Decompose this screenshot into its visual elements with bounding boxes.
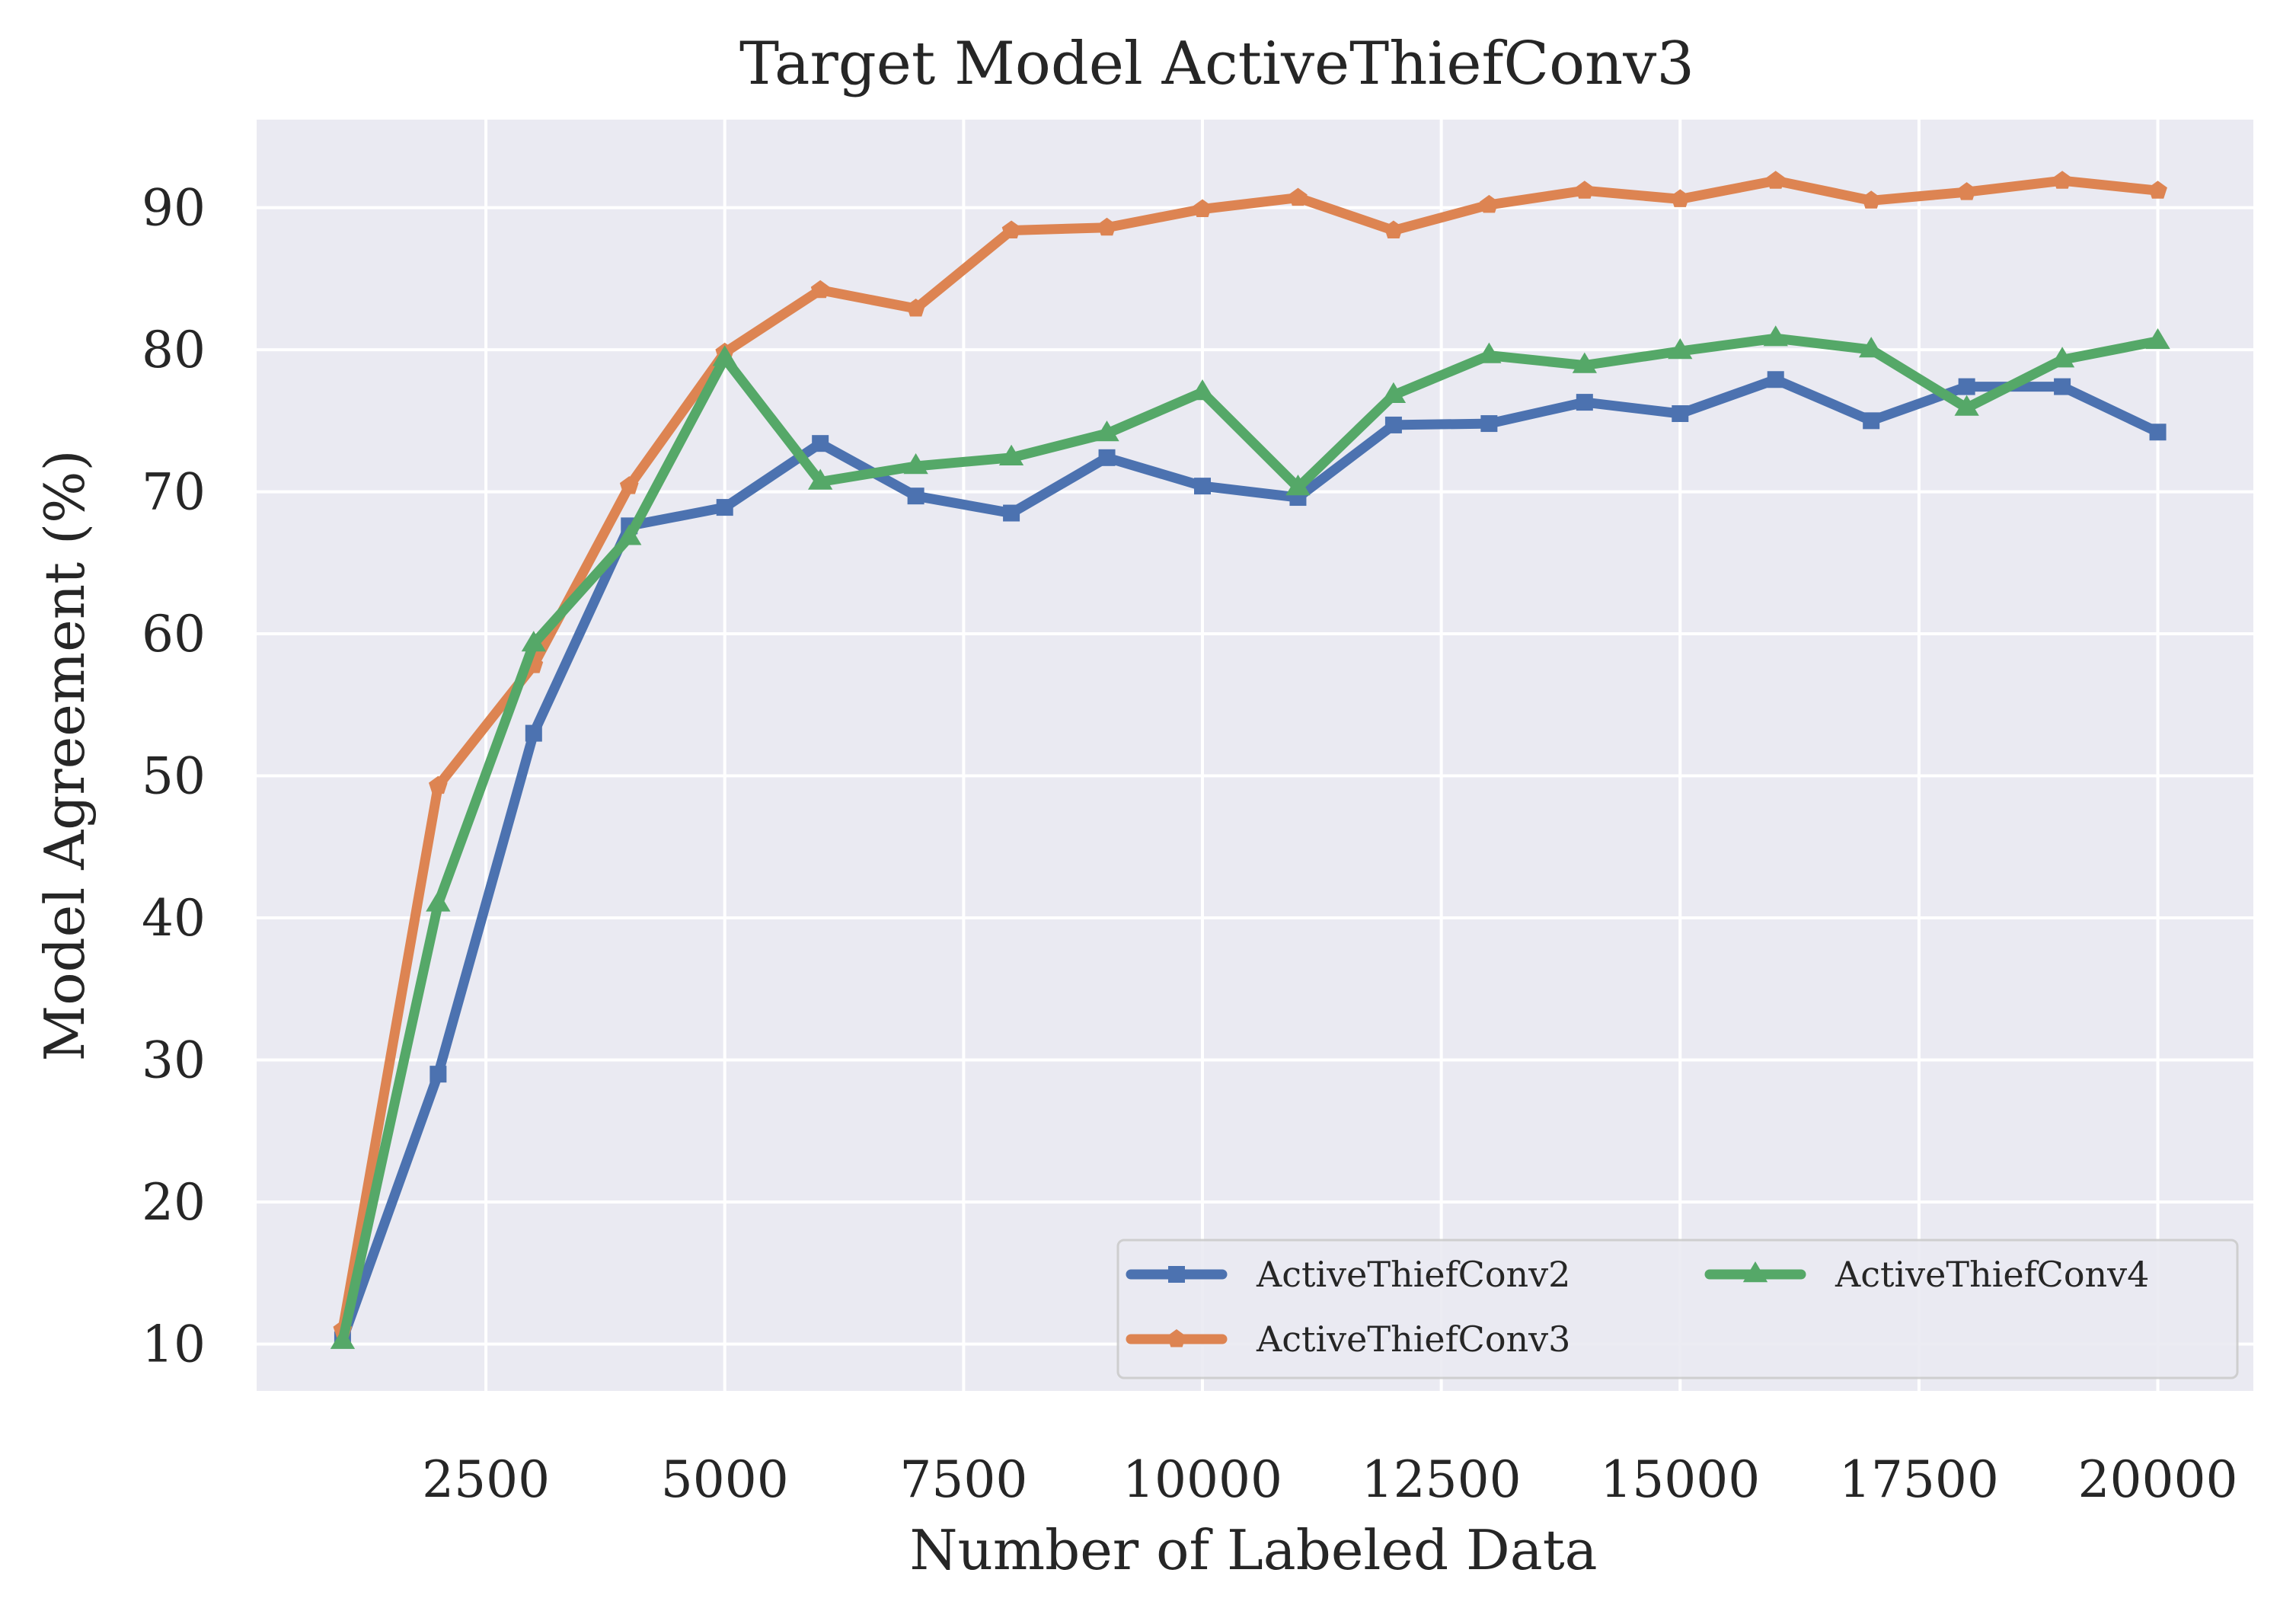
data-point [906,299,925,317]
legend-entry: ActiveThiefConv2 [1126,1254,1570,1295]
y-tick-label: 50 [142,747,206,806]
data-point [2049,347,2075,368]
data-point [430,1066,447,1083]
data-point [1575,181,1595,199]
legend-entry: ActiveThiefConv3 [1126,1319,1570,1360]
data-point [330,1328,356,1349]
y-tick-label: 80 [142,321,206,379]
data-point [1480,415,1498,433]
data-point [1954,395,1979,416]
y-tick-label: 30 [142,1031,206,1090]
series-ActiveThiefConv4 [330,325,2170,1349]
data-point [1003,504,1020,522]
data-point [1668,338,1693,360]
data-point [617,524,642,545]
data-point [521,631,546,652]
data-point [1480,194,1499,213]
data-point [810,280,830,299]
data-point [1672,405,1689,423]
y-tick-label: 40 [142,889,206,948]
legend-label: ActiveThiefConv2 [1256,1254,1570,1295]
plot-area [257,120,2253,1391]
y-tick-labels: 10 20 30 40 50 60 70 80 90 [142,179,206,1374]
data-point [1477,342,1502,363]
series-ActiveThiefConv2 [334,371,2167,1348]
data-point [808,468,833,490]
data-point [1194,478,1211,495]
data-point [1384,416,1402,433]
x-tick-labels: 2500 5000 7500 10000 12500 15000 17500 20000 [422,1450,2237,1509]
data-point [2145,328,2170,350]
y-tick-label: 70 [142,463,206,522]
data-point [2148,181,2167,199]
legend-box [1116,1239,2239,1379]
data-point [1958,378,1975,395]
data-point [619,476,639,494]
series-line [337,374,2163,1345]
data-point [1861,190,1881,209]
x-tick-label: 15000 [1600,1450,1760,1509]
legend-entry: ActiveThiefConv4 [1704,1254,2149,1295]
data-point [429,775,448,794]
data-point [1670,189,1690,207]
x-tick-label: 2500 [422,1450,550,1509]
data-point [1094,420,1119,442]
chart-title: Target Model ActiveThiefConv3 [739,30,1694,98]
x-tick-label: 12500 [1362,1450,1522,1509]
data-point [1576,394,1593,411]
series-ActiveThiefConv3 [333,171,2167,1338]
data-point [2052,171,2072,189]
y-axis-label: Model Agreement (%) [33,449,97,1061]
x-tick-label: 20000 [2078,1450,2238,1509]
legend-marker [1167,1329,1186,1347]
data-point [1763,325,1788,347]
data-point [426,890,451,912]
data-point [1193,199,1212,217]
data-point [1190,379,1215,401]
series-line [337,333,2163,1347]
data-point [2054,378,2071,395]
data-point [812,435,829,452]
x-tick-label: 7500 [899,1450,1027,1509]
data-point [1859,337,1884,358]
data-point [1097,217,1116,236]
legend-marker [1742,1261,1768,1283]
data-point [1572,352,1597,373]
legend: ActiveThiefConv2 ActiveThiefConv3 ActiveTh… [1116,1239,2239,1379]
x-tick-label: 5000 [661,1450,789,1509]
data-point [716,499,733,516]
data-point [1384,220,1403,238]
data-point [1289,187,1308,206]
data-point [1767,371,1784,388]
y-tick-label: 20 [142,1173,206,1232]
data-point [1863,412,1880,430]
data-point [1766,171,1786,189]
series-line [337,175,2163,1335]
x-tick-label: 10000 [1122,1450,1282,1509]
data-point [1957,182,1976,200]
data-point [998,444,1024,465]
data-point [2149,424,2167,441]
legend-marker [1168,1266,1185,1283]
data-point [712,345,737,366]
data-point [525,724,542,742]
y-tick-label: 10 [142,1315,206,1373]
data-point [907,488,924,505]
x-axis-label: Number of Labeled Data [909,1518,1597,1582]
legend-label: ActiveThiefConv3 [1256,1319,1570,1360]
data-point [903,453,928,475]
data-point [1381,382,1407,403]
series-layer [330,171,2170,1349]
x-tick-label: 17500 [1839,1450,1999,1509]
y-tick-label: 60 [142,605,206,663]
y-tick-label: 90 [142,179,206,238]
data-point [1001,220,1021,238]
legend-label: ActiveThiefConv4 [1835,1254,2149,1295]
data-point [1098,449,1116,466]
data-point [1285,475,1311,496]
